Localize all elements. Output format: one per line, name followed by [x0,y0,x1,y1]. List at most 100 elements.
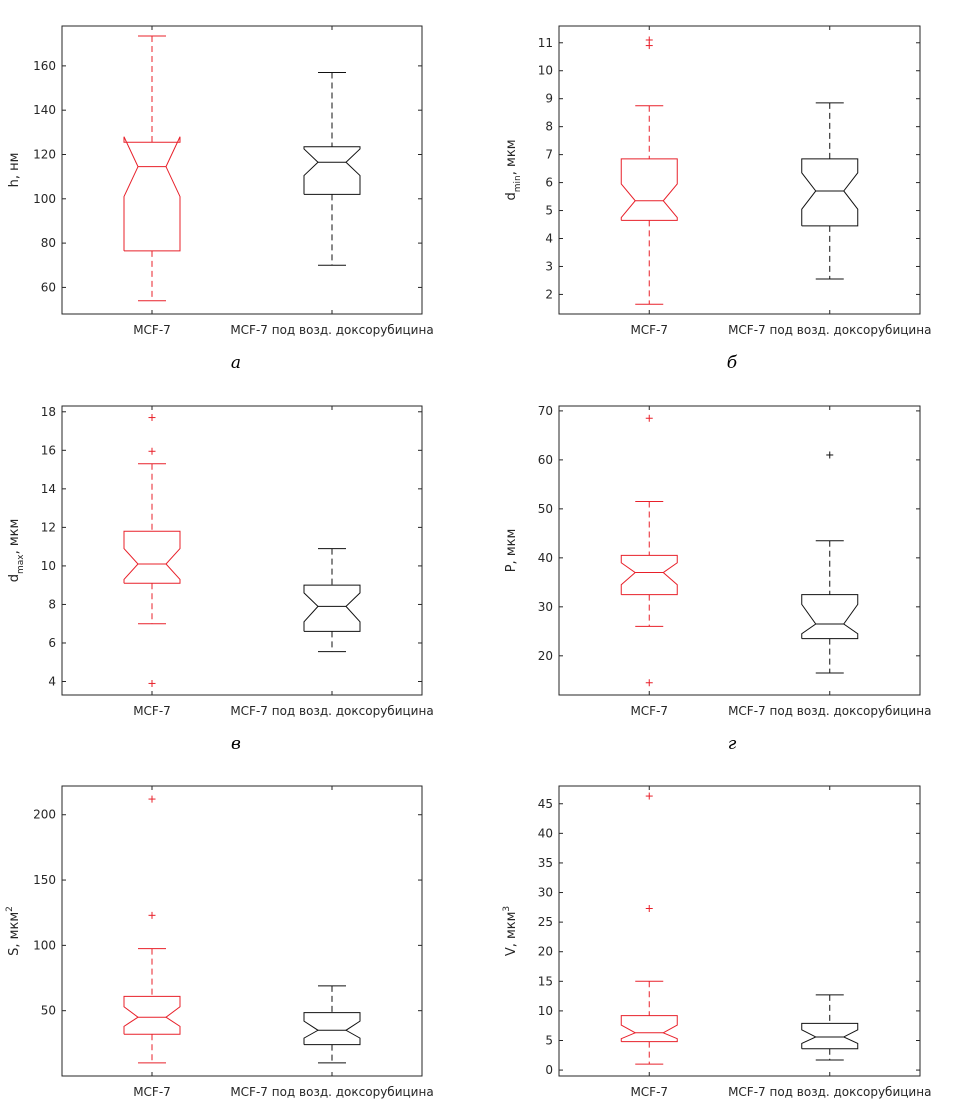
y-tick-label: 45 [538,797,553,811]
outlier-marker [148,795,156,803]
chart-panel-2: 2 3 4 5 6 7 8 9 10 11 MCF-7 MCF-7 под возд. доксору… [504,25,931,373]
box-2 [303,72,361,266]
y-axis-label: dmax, мкм [7,519,26,583]
y-tick-label: 80 [41,236,56,250]
y-axis-label: h, нм [7,153,22,188]
chart-panel-6: 0 5 10 15 20 25 30 35 40 45 MCF-7 MCF-7 под возд. д… [502,785,931,1099]
y-tick-label: 5 [545,1033,553,1047]
chart-panel-5: 50 100 150 200 MCF-7 MCF-7 под возд. доксоруб… [5,785,434,1099]
outlier-marker [645,36,653,44]
notched-box [801,1022,859,1050]
box-2 [801,994,859,1061]
y-tick-label: 35 [538,856,553,870]
y-tick-label: 100 [33,192,56,206]
chart-panel-1: 60 80 100 120 140 160 MCF-7 MCF-7 под возд. док… [7,25,434,373]
box-1 [123,35,181,302]
axes-frame [61,405,423,696]
y-axis-label-main: V, мкм [504,912,519,957]
axes-frame [61,25,423,315]
y-tick-label: 12 [41,520,56,534]
box-2 [801,451,859,674]
x-tick-label: MCF-7 [630,704,668,718]
y-axis-label-superscript: 2 [5,906,15,912]
y-tick-label: 150 [33,873,56,887]
x-tick-label: MCF-7 [133,323,171,337]
outlier-marker [148,414,156,422]
y-tick-label: 6 [48,636,56,650]
box-1 [620,792,678,1065]
y-axis-label-superscript: 3 [502,906,512,912]
chart-panel-3: 4 6 8 10 12 14 16 18 MCF-7 MCF-7 под возд. доксор… [7,405,434,754]
panel-label: б [727,353,738,373]
y-tick-label: 30 [538,886,553,900]
y-tick-label: 6 [545,176,553,190]
y-tick-label: 9 [545,92,553,106]
x-tick-label: MCF-7 [133,704,171,718]
panel-label: а [231,353,241,373]
notched-box [303,146,361,195]
y-tick-label: 8 [545,120,553,134]
x-tick-label: MCF-7 [630,323,668,337]
y-tick-label: 100 [33,938,56,952]
y-axis-label-subscript: max [16,554,26,574]
y-tick-label: 40 [538,551,553,565]
axes-frame [558,25,921,315]
panel-label: в [231,734,241,754]
y-axis-label: V, мкм3 [502,906,519,956]
y-tick-label: 7 [545,148,553,162]
y-tick-label: 60 [41,280,56,294]
y-tick-label: 14 [41,482,56,496]
y-tick-label: 16 [41,443,56,457]
y-tick-label: 25 [538,915,553,929]
notched-box [620,158,678,221]
notched-box [123,136,181,252]
y-axis-label-main: d [504,192,519,200]
x-tick-label: MCF-7 под возд. доксорубицина [728,323,931,337]
notched-box [620,554,678,596]
y-tick-label: 11 [538,36,553,50]
y-tick-label: 5 [545,204,553,218]
y-tick-label: 2 [545,287,553,301]
y-axis-label-main: S, мкм [7,912,22,956]
y-axis-label: S, мкм2 [5,906,22,956]
outlier-marker [645,905,653,913]
y-tick-label: 40 [538,826,553,840]
notched-box [303,1012,361,1046]
x-tick-label: MCF-7 под возд. доксорубицина [230,1085,433,1099]
box-2 [303,985,361,1064]
x-tick-label: MCF-7 под возд. доксорубицина [728,704,931,718]
y-tick-label: 10 [41,559,56,573]
y-tick-label: 30 [538,600,553,614]
outlier-marker [826,451,834,459]
notched-box [801,158,859,227]
x-tick-label: MCF-7 под возд. доксорубицина [230,323,433,337]
y-tick-label: 18 [41,405,56,419]
y-axis-label-main: d [7,574,22,582]
box-1 [620,414,678,687]
box-2 [801,102,859,280]
notched-box [620,1015,678,1043]
y-axis-label-main: P, мкм [504,529,519,573]
y-tick-label: 50 [538,502,553,516]
notched-box [801,594,859,640]
x-tick-label: MCF-7 [630,1085,668,1099]
y-axis-label-subscript: min [513,175,523,192]
y-tick-label: 50 [41,1004,56,1018]
y-tick-label: 10 [538,1004,553,1018]
y-tick-label: 120 [33,147,56,161]
notched-box [123,995,181,1035]
x-tick-label: MCF-7 под возд. доксорубицина [230,704,433,718]
y-tick-label: 3 [545,259,553,273]
y-tick-label: 4 [545,232,553,246]
y-tick-label: 15 [538,974,553,988]
y-tick-label: 10 [538,64,553,78]
axes-frame [558,785,921,1077]
y-axis-label: dmin, мкм [504,140,523,201]
y-axis-label-unit: , мкм [7,519,22,555]
notched-box [123,530,181,584]
y-tick-label: 140 [33,103,56,117]
y-tick-label: 200 [33,808,56,822]
outlier-marker [148,679,156,687]
box-2 [303,548,361,653]
